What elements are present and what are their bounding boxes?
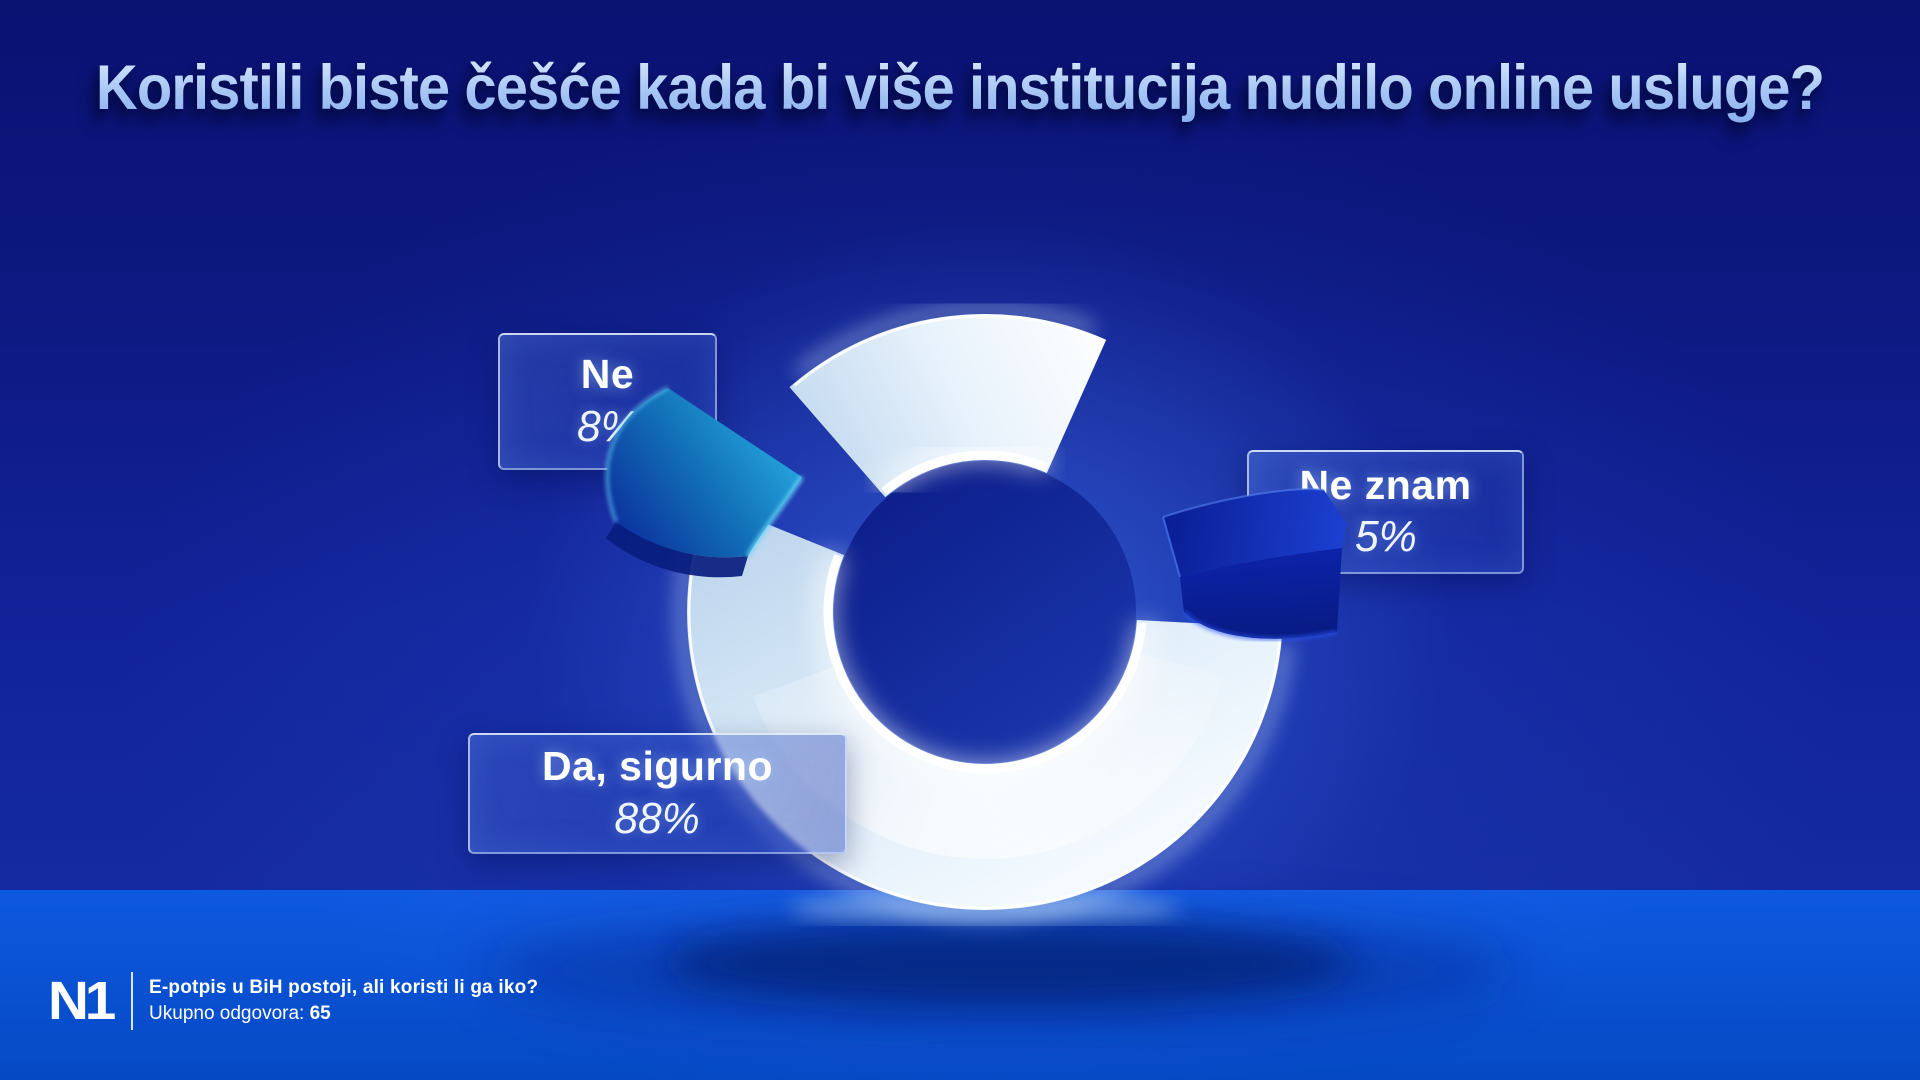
footer-headline: E-potpis u BiH postoji, ali koristi li g… [149, 977, 539, 998]
label-da: Da, sigurno 88% [468, 733, 847, 854]
footer-text: E-potpis u BiH postoji, ali koristi li g… [149, 977, 538, 1025]
footer-responses: Ukupno odgovora: 65 [149, 1003, 538, 1025]
footer: N1 E-potpis u BiH postoji, ali koristi l… [48, 972, 538, 1030]
label-neznam: Ne znam 5% [1247, 450, 1524, 574]
footer-divider [131, 972, 134, 1030]
footer-responses-label: Ukupno odgovora: [149, 1003, 310, 1024]
label-ne: Ne 8% [498, 333, 717, 470]
footer-responses-value: 65 [309, 1003, 331, 1024]
label-neznam-text: Ne znam [1299, 461, 1472, 508]
label-ne-pct: 8% [576, 401, 639, 451]
label-da-pct: 88% [614, 793, 701, 843]
label-ne-text: Ne [580, 351, 635, 398]
page-title: Koristili biste češće kada bi više insti… [77, 52, 1843, 124]
floor-shadow [665, 921, 1355, 1005]
label-neznam-pct: 5% [1354, 512, 1417, 562]
n1-logo: N1 [48, 971, 116, 1031]
donut-ring [676, 304, 1292, 921]
label-da-text: Da, sigurno [541, 743, 774, 790]
